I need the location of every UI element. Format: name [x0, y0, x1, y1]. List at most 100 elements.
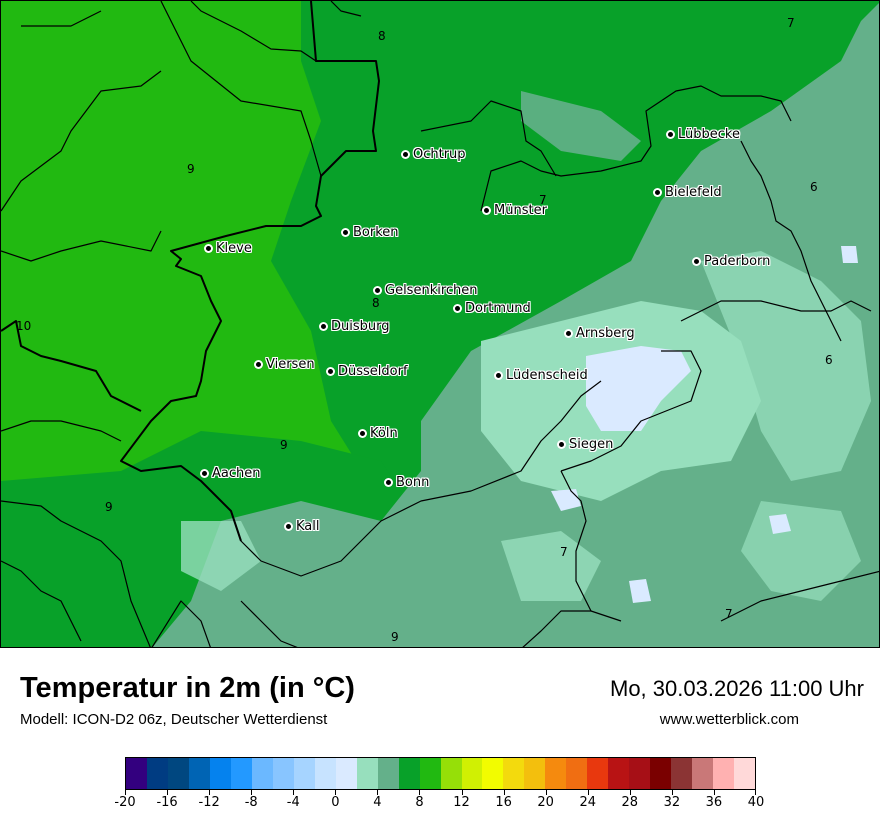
tick-label: -8 — [244, 795, 258, 810]
city-marker: Lüdenscheid — [495, 368, 588, 383]
map-title: Temperatur in 2m (in °C) — [20, 672, 355, 704]
colorbar-segment — [650, 758, 672, 789]
city-label: Lübbecke — [678, 127, 740, 142]
tick-mark — [461, 790, 463, 795]
city-marker: Gelsenkirchen — [374, 283, 478, 298]
city-marker: Ochtrup — [402, 147, 466, 162]
city-label: Kall — [296, 519, 320, 534]
city-dot-icon — [320, 323, 327, 330]
city-marker: Siegen — [558, 437, 613, 452]
isotherm-label: 7 — [539, 193, 547, 207]
colorbar-segment — [587, 758, 609, 789]
tick-mark — [671, 790, 673, 795]
isotherm-label: 9 — [391, 630, 399, 644]
city-label: Lüdenscheid — [506, 368, 588, 383]
city-marker: Aachen — [201, 466, 260, 481]
city-dot-icon — [327, 368, 334, 375]
city-dot-icon — [495, 372, 502, 379]
tick-mark — [167, 790, 169, 795]
city-marker: Münster — [483, 203, 547, 218]
city-marker: Düsseldorf — [327, 364, 408, 379]
city-dot-icon — [654, 189, 661, 196]
website-link[interactable]: www.wetterblick.com — [659, 711, 799, 728]
city-label: Bielefeld — [665, 185, 722, 200]
temperature-colorbar — [125, 757, 756, 790]
colorbar-segment — [230, 758, 252, 789]
city-marker: Kleve — [205, 241, 252, 256]
tick-mark — [629, 790, 631, 795]
city-marker: Arnsberg — [565, 326, 635, 341]
tick-label: 20 — [537, 795, 554, 810]
colorbar-segment — [671, 758, 693, 789]
colorbar-ticks: -20 -16 -12 -8 -4 0 4 8 12 16 20 24 28 32 36 40 — [114, 790, 764, 820]
colorbar-segment — [293, 758, 315, 789]
tick-mark — [545, 790, 547, 795]
temperature-map: 8 7 9 7 6 10 8 6 9 9 7 7 9 Lübbecke Ochtrup Bielefeld M… — [0, 0, 880, 648]
tick-mark — [293, 790, 295, 795]
isotherm-label: 8 — [378, 29, 386, 43]
colorbar-segment — [146, 758, 168, 789]
tick-mark — [377, 790, 379, 795]
city-label: Duisburg — [331, 319, 390, 334]
isotherm-label: 6 — [810, 180, 818, 194]
colorbar-segment — [713, 758, 735, 789]
isotherm-label: 7 — [560, 545, 568, 559]
tick-mark — [125, 790, 126, 795]
tick-label: -16 — [156, 795, 178, 810]
colorbar-segment — [356, 758, 378, 789]
isotherm-label: 9 — [105, 500, 113, 514]
isotherm-label: 6 — [825, 353, 833, 367]
city-label: Siegen — [569, 437, 614, 452]
tick-mark — [587, 790, 589, 795]
city-label: Viersen — [266, 357, 315, 372]
tick-label: -12 — [198, 795, 220, 810]
isotherm-label: 8 — [372, 296, 380, 310]
city-marker: Duisburg — [320, 319, 390, 334]
city-marker: Dortmund — [454, 301, 531, 316]
city-marker: Bonn — [385, 475, 429, 490]
city-label: Gelsenkirchen — [385, 283, 478, 298]
city-label: Kleve — [216, 241, 252, 256]
isotherm-label: 7 — [787, 16, 795, 30]
colorbar-segment — [314, 758, 336, 789]
colorbar-segment — [461, 758, 483, 789]
city-dot-icon — [374, 287, 381, 294]
tick-mark — [335, 790, 337, 795]
colorbar-segment — [209, 758, 231, 789]
colorbar-segment — [440, 758, 462, 789]
tick-mark — [209, 790, 211, 795]
colorbar-segment — [629, 758, 651, 789]
colorbar-segment — [272, 758, 294, 789]
colorbar-segment — [524, 758, 546, 789]
tick-label: 12 — [453, 795, 470, 810]
city-label: Bonn — [396, 475, 430, 490]
tick-mark — [251, 790, 253, 795]
colorbar-segment — [188, 758, 210, 789]
tick-label: -4 — [286, 795, 300, 810]
temperature-field — [1, 1, 879, 647]
colorbar-segment — [692, 758, 714, 789]
city-dot-icon — [385, 479, 392, 486]
city-label: Ochtrup — [413, 147, 466, 162]
tick-label: 4 — [373, 795, 382, 810]
city-label: Paderborn — [704, 254, 771, 269]
tick-label: 24 — [579, 795, 596, 810]
colorbar-segment — [503, 758, 525, 789]
tick-label: 0 — [331, 795, 340, 810]
colorbar-segment — [126, 758, 147, 789]
city-dot-icon — [483, 207, 490, 214]
colorbar-segment — [167, 758, 189, 789]
city-dot-icon — [693, 258, 700, 265]
city-marker: Köln — [359, 426, 398, 441]
tick-mark — [755, 790, 756, 795]
isotherm-label: 9 — [187, 162, 195, 176]
city-label: Köln — [370, 426, 398, 441]
isotherm-label: 7 — [725, 607, 733, 621]
city-dot-icon — [201, 470, 208, 477]
city-dot-icon — [402, 151, 409, 158]
city-dot-icon — [255, 361, 262, 368]
tick-mark — [503, 790, 505, 795]
tick-label: 8 — [415, 795, 424, 810]
colorbar-segment — [608, 758, 630, 789]
tick-label: 40 — [747, 795, 765, 810]
